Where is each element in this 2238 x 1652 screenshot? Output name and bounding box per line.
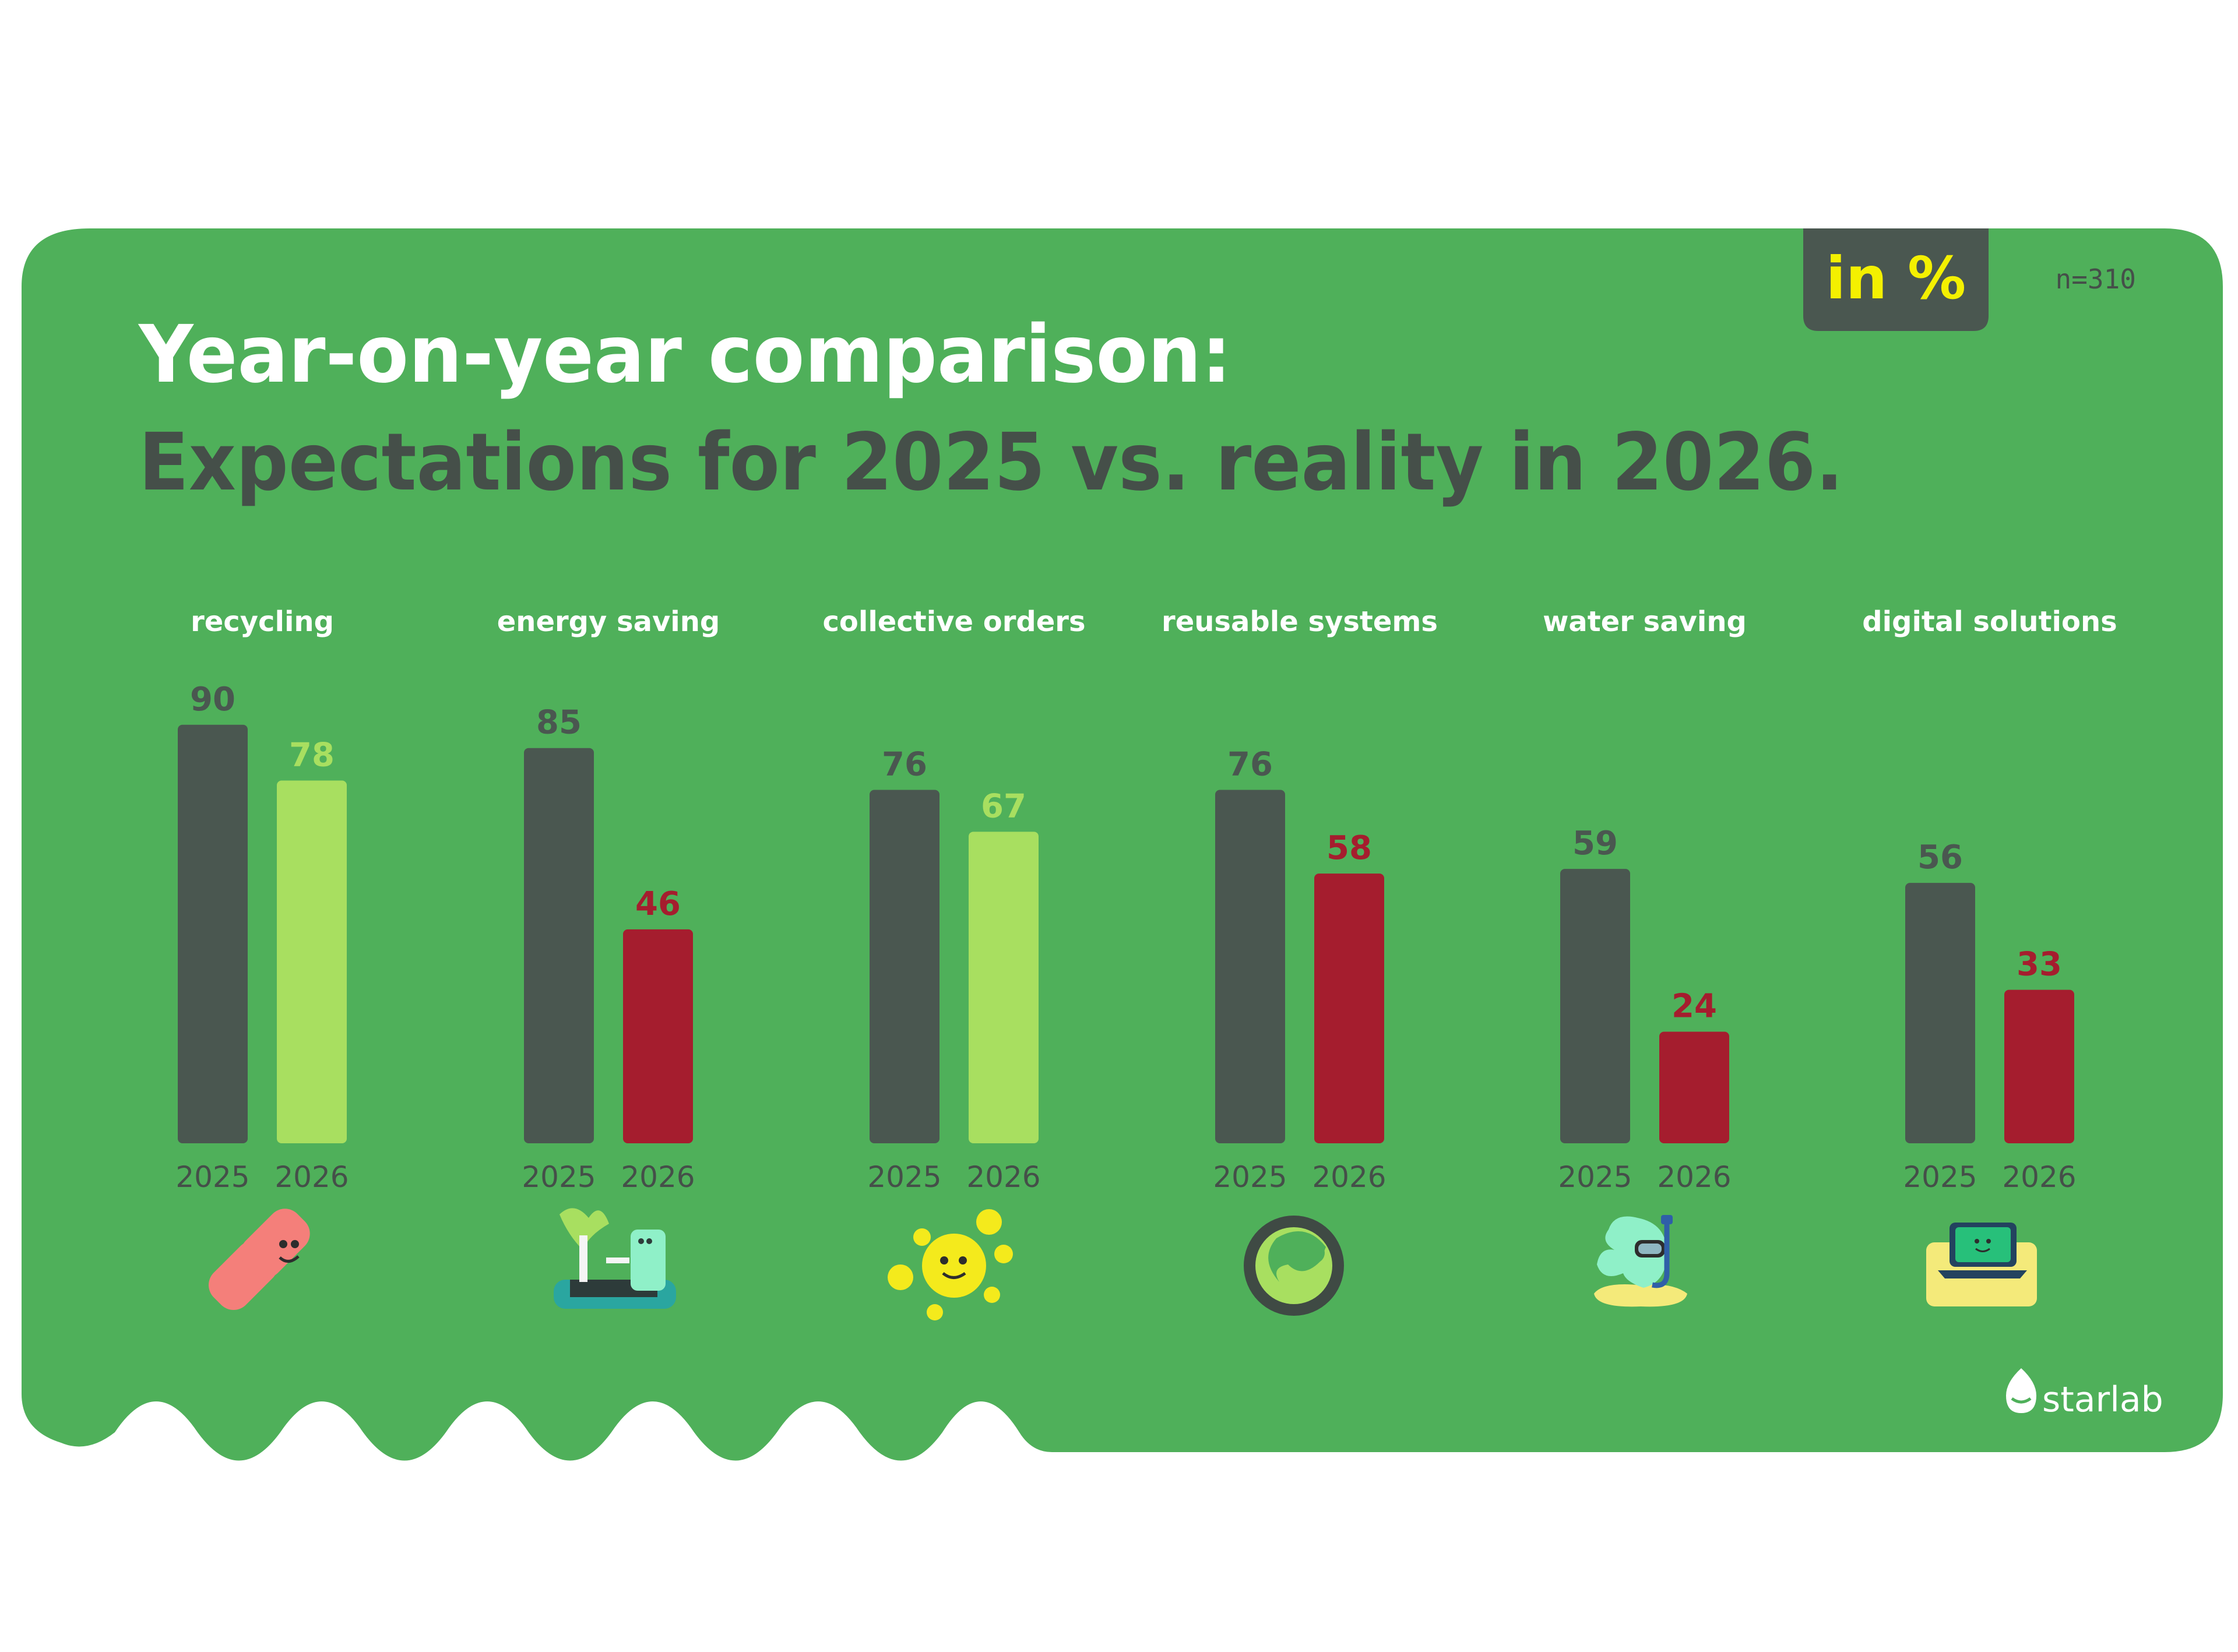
value-label-2026: 33 xyxy=(2017,946,2062,984)
value-label-2026: 58 xyxy=(1326,829,1372,867)
x-tick-2025: 2025 xyxy=(867,1160,941,1194)
recycling-icon xyxy=(209,1209,310,1310)
value-label-2026: 67 xyxy=(981,787,1026,825)
digital-solutions-icon xyxy=(1926,1223,2037,1306)
bar-2025 xyxy=(1560,869,1630,1143)
starlab-logo-text: starlab xyxy=(2042,1379,2163,1420)
title-line-1: Year-on-year comparison: xyxy=(138,309,1231,401)
category-label: energy saving xyxy=(497,605,720,638)
value-label-2025: 85 xyxy=(536,704,582,742)
starlab-logo-icon xyxy=(2006,1368,2036,1413)
value-label-2025: 76 xyxy=(882,746,927,784)
bar-2025 xyxy=(1215,790,1285,1143)
bar-2026 xyxy=(623,929,693,1143)
x-tick-2025: 2025 xyxy=(1903,1160,1977,1194)
x-tick-2026: 2026 xyxy=(621,1160,695,1194)
category-label: collective orders xyxy=(822,605,1085,638)
x-tick-2025: 2025 xyxy=(175,1160,249,1194)
green-panel xyxy=(22,228,2223,1461)
unit-badge-bg xyxy=(1803,228,1989,331)
bar-2026 xyxy=(969,832,1039,1143)
category-label: digital solutions xyxy=(1862,605,2117,638)
x-tick-2025: 2025 xyxy=(522,1160,596,1194)
x-tick-2026: 2026 xyxy=(275,1160,349,1194)
category-label: recycling xyxy=(191,605,334,638)
energy-saving-icon xyxy=(554,1208,676,1309)
sample-size: n=310 xyxy=(2056,263,2136,295)
value-label-2025: 59 xyxy=(1572,825,1618,862)
x-tick-2025: 2025 xyxy=(1213,1160,1287,1194)
starlab-logo: starlab xyxy=(2006,1368,2163,1420)
x-tick-2026: 2026 xyxy=(966,1160,1040,1194)
bar-2025 xyxy=(870,790,939,1143)
bar-2026 xyxy=(1314,873,1384,1143)
category-label: reusable systems xyxy=(1162,605,1438,638)
unit-badge: in % xyxy=(1803,228,1989,331)
value-label-2025: 90 xyxy=(190,681,235,718)
x-tick-2026: 2026 xyxy=(2002,1160,2076,1194)
bar-2026 xyxy=(1659,1031,1729,1143)
unit-badge-label: in % xyxy=(1826,244,1966,312)
bar-2026 xyxy=(277,780,347,1143)
x-tick-2026: 2026 xyxy=(1312,1160,1386,1194)
collective-orders-icon xyxy=(888,1209,1013,1320)
bar-chart: recycling 90 78 2025 2026 energy saving 85 46 20… xyxy=(175,605,2117,1194)
x-tick-2026: 2026 xyxy=(1657,1160,1731,1194)
value-label-2026: 78 xyxy=(289,737,335,774)
value-label-2025: 76 xyxy=(1227,746,1273,784)
value-label-2026: 24 xyxy=(1672,987,1717,1025)
bar-2025 xyxy=(524,748,594,1143)
reusable-systems-icon xyxy=(1244,1216,1344,1316)
water-saving-icon xyxy=(1594,1215,1687,1307)
value-label-2025: 56 xyxy=(1917,839,1963,876)
x-tick-2025: 2025 xyxy=(1558,1160,1632,1194)
category-label: water saving xyxy=(1543,605,1747,638)
title-line-2: Expectations for 2025 vs. reality in 202… xyxy=(139,417,1843,509)
bar-2026 xyxy=(2004,989,2074,1143)
icons-row xyxy=(209,1208,2037,1320)
value-label-2026: 46 xyxy=(635,885,681,923)
bar-2025 xyxy=(178,724,248,1143)
bar-2025 xyxy=(1905,883,1975,1143)
